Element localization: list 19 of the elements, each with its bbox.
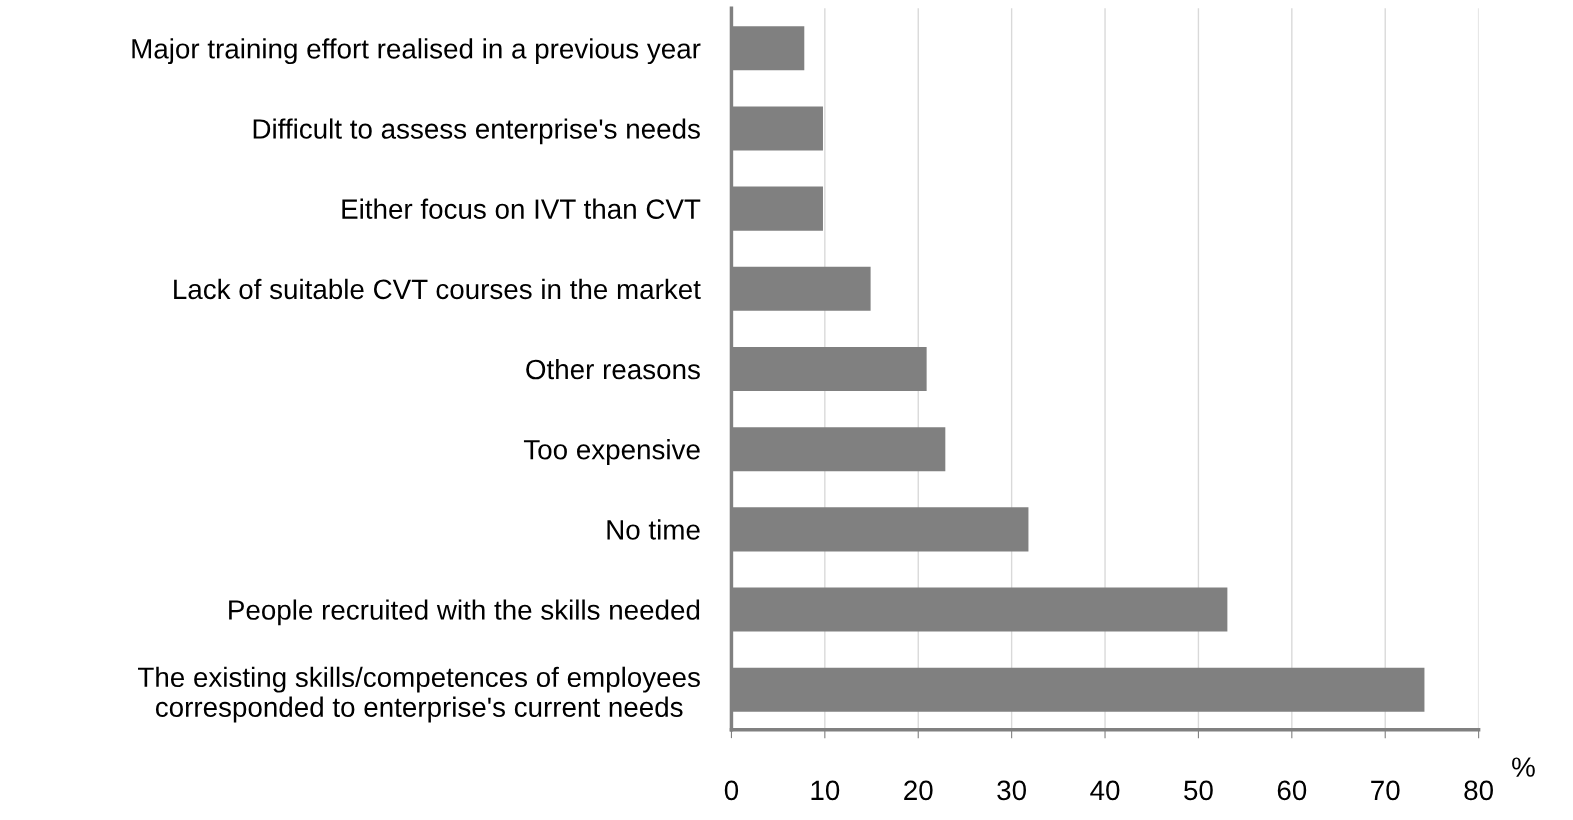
x-tick-label: 70 (1371, 780, 1400, 801)
x-tick-label: 10 (811, 780, 840, 801)
y-tick-label: Either focus on IVT than CVT (342, 198, 701, 219)
y-tick-label: Major training effort realised in a previous year (132, 38, 701, 65)
x-tick-label: 20 (904, 780, 933, 801)
y-tick-label: Other reasons (526, 358, 700, 380)
x-tick-label: 0 (724, 780, 739, 801)
x-tick-label: 40 (1090, 780, 1120, 801)
x-axis-title: % (1512, 757, 1535, 777)
x-tick-label: 80 (1464, 780, 1493, 801)
x-tick-label: 50 (1184, 780, 1213, 801)
y-tick-label: Lack of suitable CVT courses in the market (174, 278, 701, 300)
y-tick-label: The existing skills/competences of employees corresponded to enterprise's current needs (138, 666, 700, 723)
x-tick-label: 60 (1277, 780, 1307, 801)
y-tick-label: Too expensive (523, 439, 700, 466)
y-tick-label: No time (607, 519, 700, 540)
x-tick-label: 30 (997, 780, 1026, 801)
y-tick-label: People recruited with the skills needed (229, 599, 700, 626)
y-tick-label: Difficult to assess enterprise's needs (253, 118, 700, 145)
